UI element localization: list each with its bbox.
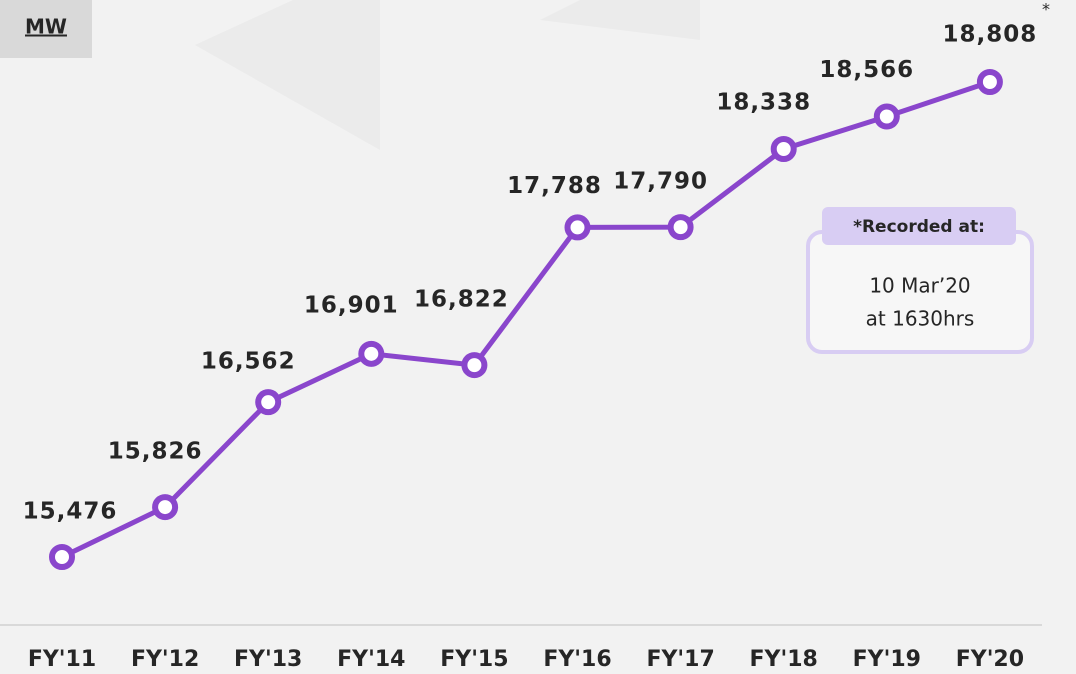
marker <box>461 352 488 379</box>
callout-title: *Recorded at: <box>853 217 985 237</box>
value-label: 18,338 <box>716 90 811 116</box>
value-label: 16,822 <box>414 287 509 313</box>
x-tick-label: FY'18 <box>750 647 818 672</box>
x-tick-label: FY'15 <box>440 647 508 672</box>
x-tick-label: FY'13 <box>234 647 302 672</box>
decoration <box>195 0 380 150</box>
callout-text: 10 Mar’20 <box>869 274 970 298</box>
x-tick-label: FY'14 <box>337 647 405 672</box>
marker <box>152 494 179 521</box>
line <box>60 79 991 560</box>
callout-text: at 1630hrs <box>866 307 975 331</box>
y-label: MW <box>25 15 67 39</box>
decoration <box>540 0 700 40</box>
marker <box>770 136 797 163</box>
marker <box>873 103 900 130</box>
unit-box <box>0 0 92 58</box>
value-label: 18,566 <box>819 57 914 83</box>
value-label: 15,826 <box>108 439 203 465</box>
asterisk: * <box>1042 0 1050 19</box>
marker <box>976 69 1003 95</box>
value-label: 17,788 <box>507 173 602 199</box>
x-tick-label: FY'17 <box>646 647 714 672</box>
marker <box>667 214 694 241</box>
value-label: 16,562 <box>201 349 296 375</box>
value-label: 17,790 <box>613 169 708 195</box>
x-tick-label: FY'16 <box>543 647 611 672</box>
value-label: 15,476 <box>23 499 118 525</box>
value-label: 16,901 <box>304 292 399 318</box>
value-label: 18,808 <box>943 22 1038 48</box>
callout-header <box>822 207 1016 245</box>
marker <box>49 544 75 570</box>
marker <box>564 214 591 241</box>
x-tick-label: FY'19 <box>853 647 921 672</box>
x-tick-label: FY'11 <box>28 647 96 672</box>
x-tick-label: FY'20 <box>956 647 1024 672</box>
marker <box>358 340 385 367</box>
marker <box>255 389 282 416</box>
x-tick-label: FY'12 <box>131 647 199 672</box>
